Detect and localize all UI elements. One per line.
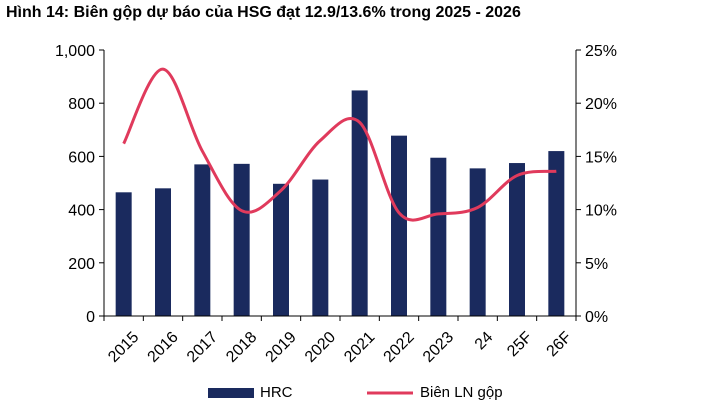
legend: HRC Biên LN gộp [208,384,503,401]
x-tick-label: 2023 [420,329,457,366]
line-series [122,67,557,222]
chart-title: Hình 14: Biên gộp dự báo của HSG đạt 12.… [6,4,521,21]
x-tick-label: 26F [544,329,576,361]
bar-2015 [115,192,132,316]
x-tick-label: 2015 [105,329,142,366]
x-tick-label: 25F [504,329,536,361]
bar-2017 [194,164,211,316]
bar-2021 [351,90,368,316]
bar-26F [548,151,565,316]
left-tick-label: 0 [86,309,95,326]
x-tick-label: 2021 [341,329,378,366]
x-tick-label: 2019 [263,329,300,366]
bar-24 [469,168,486,316]
left-tick-label: 600 [68,149,95,166]
bar-2022 [391,135,407,316]
bar-25F [509,163,525,316]
left-tick-label: 400 [68,203,95,220]
x-tick-label: 2018 [223,329,260,366]
right-tick-label: 25% [585,43,617,60]
x-tick-label: 2022 [381,329,418,366]
bar-2020 [312,179,329,316]
bar-2016 [155,188,171,316]
right-tick-label: 10% [585,203,617,220]
legend-swatch-hrc [208,388,254,398]
left-tick-label: 1,000 [55,43,95,60]
right-tick-label: 0% [585,309,608,326]
x-tick-label: 2020 [302,329,339,366]
legend-label-hrc: HRC [260,384,293,401]
legend-label-margin: Biên LN gộp [420,384,503,401]
left-tick-label: 200 [68,256,95,273]
x-tick-label: 2016 [145,329,182,366]
x-tick-label: 2017 [184,329,221,366]
right-tick-label: 15% [585,149,617,166]
right-tick-label: 20% [585,96,617,113]
bar-2019 [273,183,289,316]
margin-line [122,67,557,222]
right-tick-label: 5% [585,256,608,273]
bar-2023 [430,157,447,316]
left-tick-label: 800 [68,96,95,113]
bar-2018 [233,163,250,316]
x-tick-label: 24 [472,329,497,354]
